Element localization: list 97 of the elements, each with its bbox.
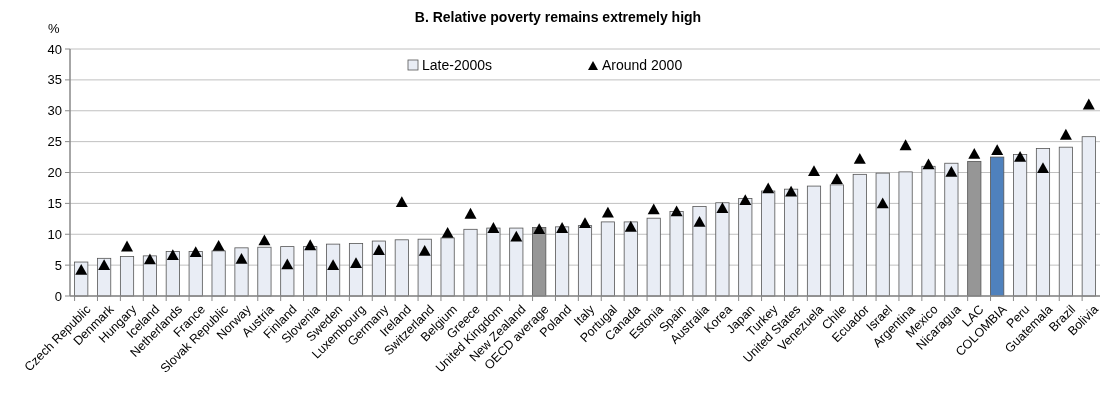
point xyxy=(899,139,912,151)
bar xyxy=(486,227,501,297)
point xyxy=(464,207,477,219)
bar xyxy=(119,256,135,297)
bar xyxy=(715,202,730,297)
point xyxy=(556,222,569,233)
bar xyxy=(944,162,959,297)
point xyxy=(830,173,843,185)
bar xyxy=(898,171,913,297)
bar xyxy=(1035,148,1051,297)
bar xyxy=(577,225,593,297)
bar xyxy=(990,156,1005,297)
bar xyxy=(188,251,203,297)
point xyxy=(647,203,660,215)
point xyxy=(166,249,179,261)
point xyxy=(762,182,775,194)
point xyxy=(258,234,271,246)
point xyxy=(418,244,431,256)
bar xyxy=(417,238,432,297)
point xyxy=(968,147,981,159)
y-tick-label: 5 xyxy=(54,257,62,273)
point xyxy=(579,217,591,228)
legend-label: Late-2000s xyxy=(422,56,493,73)
bar xyxy=(326,243,341,297)
point xyxy=(487,222,500,233)
y-tick-label: 40 xyxy=(47,41,62,57)
point xyxy=(876,197,889,209)
point xyxy=(1036,162,1049,173)
point xyxy=(853,152,866,164)
bar xyxy=(738,198,753,297)
y-tick-label: 25 xyxy=(47,134,62,150)
y-tick-label: 20 xyxy=(47,165,62,181)
point xyxy=(212,239,225,251)
point xyxy=(991,144,1004,156)
bar xyxy=(280,246,295,297)
bar xyxy=(348,243,364,297)
point xyxy=(441,227,454,238)
bar xyxy=(669,211,684,297)
bar xyxy=(692,206,707,297)
bar xyxy=(509,227,524,297)
point xyxy=(601,206,614,218)
bar xyxy=(646,217,661,297)
point xyxy=(785,185,798,197)
y-tick-label: 0 xyxy=(54,288,62,304)
point xyxy=(395,196,408,207)
point xyxy=(121,240,134,252)
bar xyxy=(761,190,776,297)
y-axis-title: % xyxy=(48,21,60,36)
bar xyxy=(463,228,478,297)
point xyxy=(945,165,958,177)
bar xyxy=(921,165,936,297)
point xyxy=(372,244,385,256)
bar xyxy=(1081,136,1096,297)
bar xyxy=(967,160,982,297)
point xyxy=(510,230,523,242)
y-tick-label: 15 xyxy=(47,195,62,211)
bar xyxy=(303,246,318,297)
point xyxy=(716,202,729,214)
bar xyxy=(440,237,455,297)
point xyxy=(75,264,88,275)
chart-title: B. Relative poverty remains extremely high xyxy=(414,9,702,25)
point xyxy=(670,205,683,217)
bar xyxy=(852,173,867,297)
bar xyxy=(257,246,272,297)
point xyxy=(624,220,637,232)
point xyxy=(1014,151,1027,162)
bar xyxy=(875,172,890,297)
point xyxy=(143,253,156,265)
bar xyxy=(1013,154,1028,297)
point xyxy=(1082,98,1095,110)
bar xyxy=(394,239,409,297)
bar xyxy=(371,240,386,297)
legend-label: Around 2000 xyxy=(602,56,683,73)
point xyxy=(98,259,111,270)
bar xyxy=(211,250,226,297)
bar xyxy=(806,185,822,297)
point xyxy=(304,239,317,251)
bar xyxy=(532,227,547,297)
point xyxy=(327,259,340,270)
point xyxy=(281,258,294,270)
y-tick-label: 35 xyxy=(47,72,62,88)
y-tick-label: 10 xyxy=(47,226,62,242)
point xyxy=(739,194,752,206)
point xyxy=(189,246,202,257)
point xyxy=(922,158,935,170)
bar xyxy=(555,226,570,297)
bar xyxy=(600,221,615,297)
bar xyxy=(784,188,799,297)
point xyxy=(533,223,546,235)
point xyxy=(693,215,706,227)
bar xyxy=(1058,146,1073,297)
point xyxy=(350,257,363,269)
bar xyxy=(829,184,844,297)
bar xyxy=(623,221,638,297)
point xyxy=(807,165,820,177)
point xyxy=(1059,128,1072,140)
y-tick-label: 30 xyxy=(47,103,62,119)
